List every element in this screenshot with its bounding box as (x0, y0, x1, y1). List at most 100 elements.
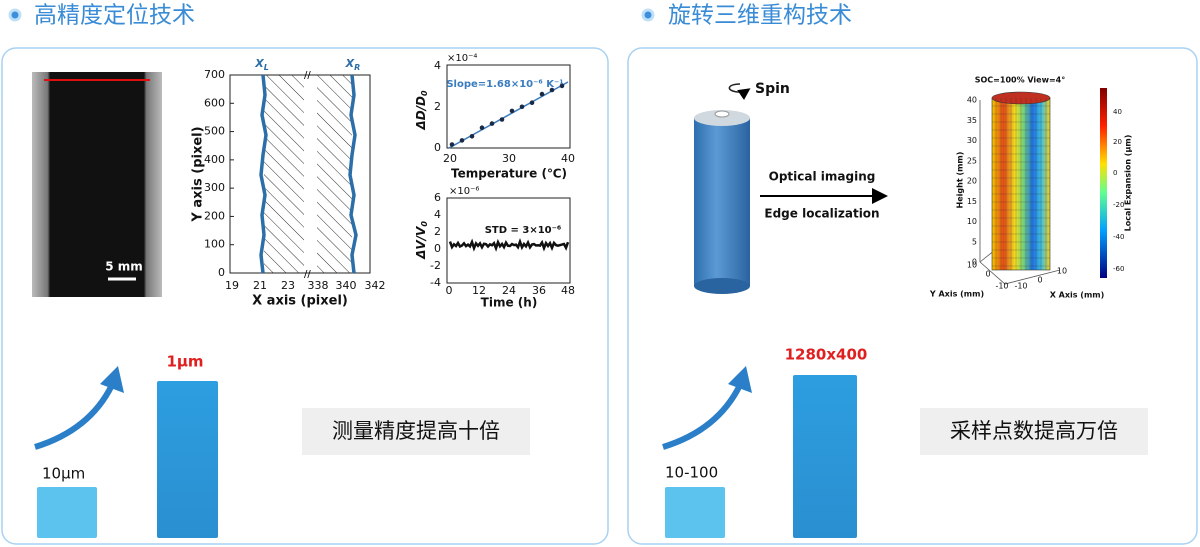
colorbar (1100, 88, 1107, 278)
axis-break (304, 70, 317, 280)
y-tick-label: 300 (204, 181, 225, 194)
y-tick-label: 0 (985, 270, 990, 279)
right-edge (348, 74, 358, 274)
y-tick-label: 4 (434, 59, 441, 72)
z-tick-label: 10 (967, 217, 977, 226)
z-tick-label: 15 (967, 197, 977, 206)
caption: 采样点数提高万倍 (950, 419, 1118, 443)
y-tick-label: 10 (967, 261, 977, 270)
axis-exponent: ×10⁻⁴ (447, 53, 477, 64)
section-title: 高精度定位技术 (34, 3, 195, 29)
data-dot (499, 117, 505, 122)
x-tick-label: 340 (336, 279, 357, 292)
before-label: 10μm (42, 465, 85, 483)
x-tick-label: 48 (561, 284, 575, 297)
data-dot (549, 87, 555, 93)
caption-box (302, 408, 530, 455)
axis-label: Y Axis (mm) (929, 290, 984, 299)
data-dot (459, 138, 465, 143)
growth-arrow (34, 383, 115, 450)
after-bar (793, 375, 857, 538)
before-label: 10-100 (665, 464, 718, 482)
y-tick-label: 2 (434, 100, 441, 113)
spin-icon (728, 83, 751, 101)
x-tick-label: 338 (308, 279, 329, 292)
y-tick-label: 200 (204, 209, 225, 222)
edge-image (32, 72, 162, 297)
axis-label: ΔD/D0 (414, 90, 429, 131)
label-main: ΔV/V (414, 225, 428, 260)
z-tick-label: 20 (967, 177, 977, 186)
growth-arrow (662, 383, 743, 450)
data-dot (489, 121, 495, 126)
caption: 测量精度提高十倍 (332, 419, 500, 443)
y-tick-label: 0 (434, 141, 441, 154)
data-dot (449, 142, 455, 147)
data-dot (479, 125, 485, 130)
data-dot (519, 104, 525, 110)
y-tick-label: 700 (204, 68, 225, 81)
z-tick-label: 40 (967, 96, 977, 105)
plot-title: SOC=100% View=4° (975, 76, 1066, 85)
axes-box (979, 100, 1061, 285)
y-tick-label: 400 (204, 153, 225, 166)
y-tick-label: -2 (430, 259, 441, 272)
spin-label: Spin (755, 81, 790, 97)
process-step: Edge localization (764, 207, 879, 221)
after-bar (157, 381, 218, 538)
arrow-head (728, 366, 752, 393)
colorbar-label: Local Expansion (μm) (1124, 135, 1133, 232)
x-tick-label: 21 (253, 279, 267, 292)
label-main: X (254, 57, 264, 70)
battery-body (694, 118, 750, 286)
colorbar-tick-label: 0 (1113, 169, 1117, 177)
y-tick-label: 500 (204, 125, 225, 138)
scale-label: 5 mm (105, 260, 143, 274)
axis-label: Y axis (pixel) (191, 126, 206, 222)
x-tick-label: 30 (502, 152, 516, 165)
x-tick-label: 10 (1057, 267, 1067, 276)
colorbar-tick-label: -40 (1113, 233, 1124, 241)
axis-label: Time (h) (481, 296, 538, 310)
y-tick-label: 600 (204, 96, 225, 109)
label-main: X (345, 57, 355, 70)
z-tick-label: 5 (972, 237, 977, 246)
colorbar-tick-label: -20 (1113, 201, 1124, 209)
plot-frame (446, 64, 571, 149)
after-label: 1μm (166, 353, 203, 371)
x-tick-label: 19 (225, 279, 239, 292)
left-edge (259, 74, 268, 274)
std-annotation: STD = 3×10⁻⁶ (485, 225, 562, 236)
x-tick-label: 12 (472, 284, 486, 297)
data-dot (509, 108, 515, 114)
break-mark: // (304, 70, 311, 81)
axis-label: X Axis (mm) (1050, 291, 1105, 300)
plot-frame (229, 74, 371, 274)
y-tick-label: -10 (995, 282, 1008, 291)
y-tick-label: 0 (218, 266, 225, 279)
data-dot (559, 83, 565, 89)
edge-label: XL (254, 57, 269, 72)
data-dot (539, 91, 545, 97)
x-tick-label: 20 (443, 152, 457, 165)
y-tick-label: 6 (434, 191, 441, 204)
axis-label: ΔV/V0 (414, 221, 429, 260)
before-bar (665, 487, 725, 538)
label-sub: 0 (420, 221, 429, 227)
battery-terminal (714, 110, 730, 118)
y-tick-label: 0 (434, 242, 441, 255)
z-tick-label: 30 (967, 136, 977, 145)
x-tick-label: 0 (446, 284, 453, 297)
label-sub: L (264, 63, 269, 72)
slope-annotation: Slope=1.68×10⁻⁶ K⁻¹ (446, 79, 563, 90)
battery-top (694, 110, 750, 126)
axis-exponent: ×10⁻⁶ (449, 186, 479, 197)
bullet (8, 8, 22, 22)
fit-line (448, 81, 569, 149)
data-dot (529, 100, 535, 105)
z-tick-label: 35 (967, 116, 977, 125)
y-tick-label: 2 (434, 225, 441, 238)
battery-bottom (694, 278, 750, 294)
